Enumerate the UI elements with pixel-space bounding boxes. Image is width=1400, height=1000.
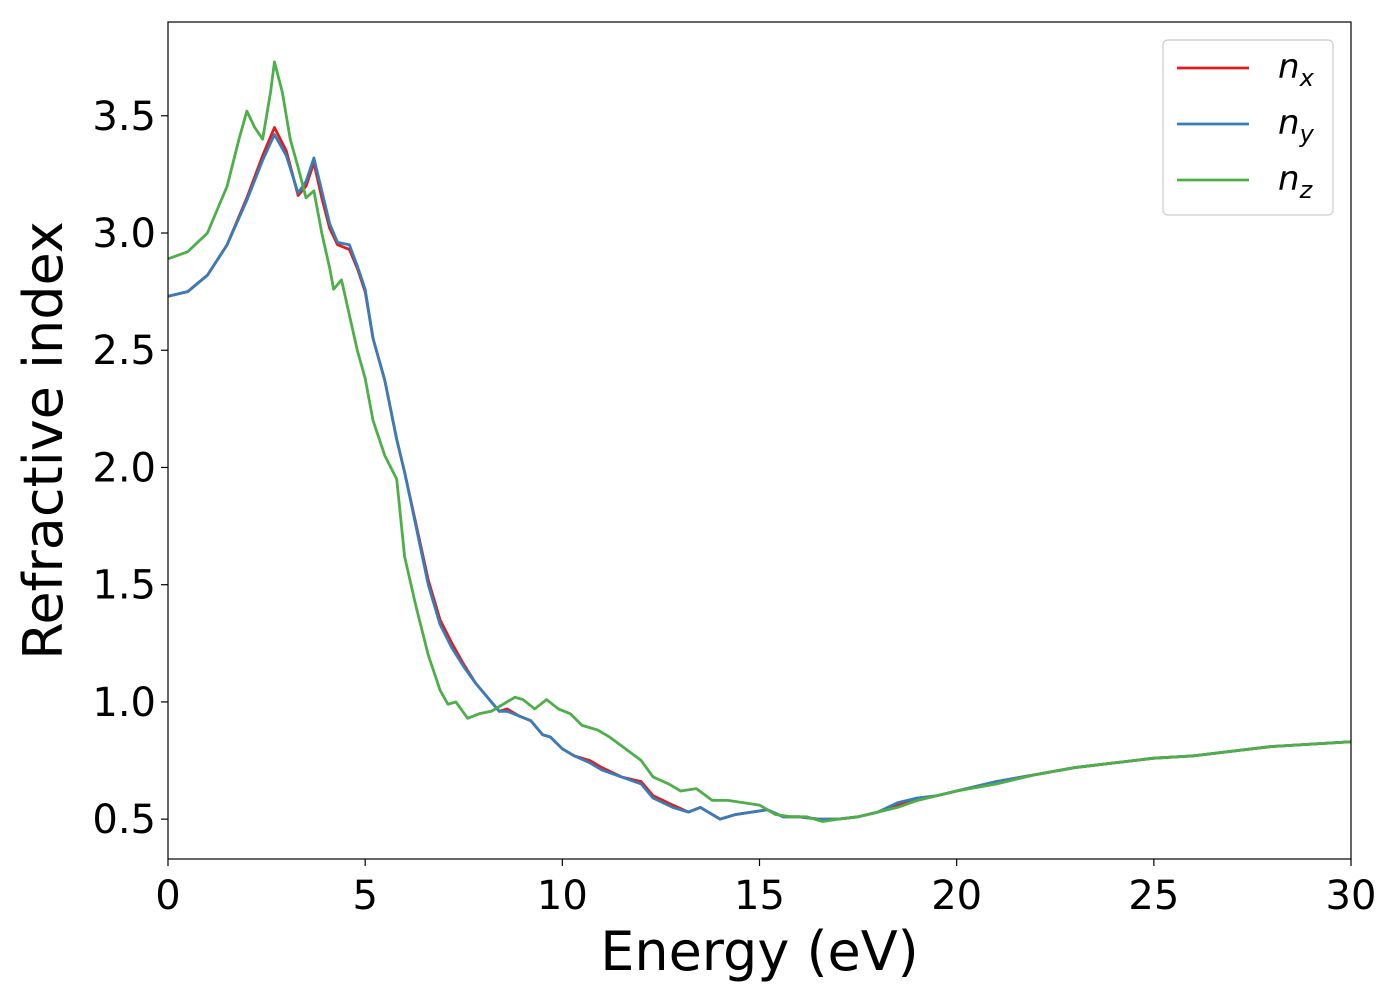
x-axis: 0 5 10 15 20 25 30 (155, 859, 1376, 919)
series-line-nx (168, 126, 1351, 821)
legend: nx ny nz (1162, 39, 1334, 216)
legend-label: nz (1278, 159, 1314, 204)
legend-box (1162, 39, 1334, 216)
y-tick-label: 1.0 (92, 680, 156, 726)
x-axis-title: Energy (eV) (600, 920, 919, 983)
x-tick-label: 25 (1128, 873, 1179, 919)
x-tick-label: 20 (931, 873, 982, 919)
y-tick-label: 3.5 (92, 94, 156, 140)
x-tick-label: 15 (734, 873, 785, 919)
x-tick-label: 10 (537, 873, 588, 919)
x-tick-label: 30 (1326, 873, 1377, 919)
y-axis: 0.5 1.0 1.5 2.0 2.5 3.0 3.5 (92, 94, 168, 843)
y-tick-label: 2.0 (92, 445, 156, 491)
series-line-ny (168, 133, 1351, 821)
x-tick-label: 0 (155, 873, 180, 919)
series-line-nz (168, 60, 1351, 823)
y-tick-label: 3.0 (92, 211, 156, 257)
x-tick-label: 5 (352, 873, 377, 919)
y-axis-title: Refractive index (12, 221, 75, 660)
legend-label: ny (1278, 103, 1315, 148)
legend-label: nx (1278, 47, 1315, 92)
series-layer (168, 60, 1351, 823)
y-tick-label: 1.5 (92, 563, 156, 609)
y-tick-label: 2.5 (92, 328, 156, 374)
y-tick-label: 0.5 (92, 797, 156, 843)
